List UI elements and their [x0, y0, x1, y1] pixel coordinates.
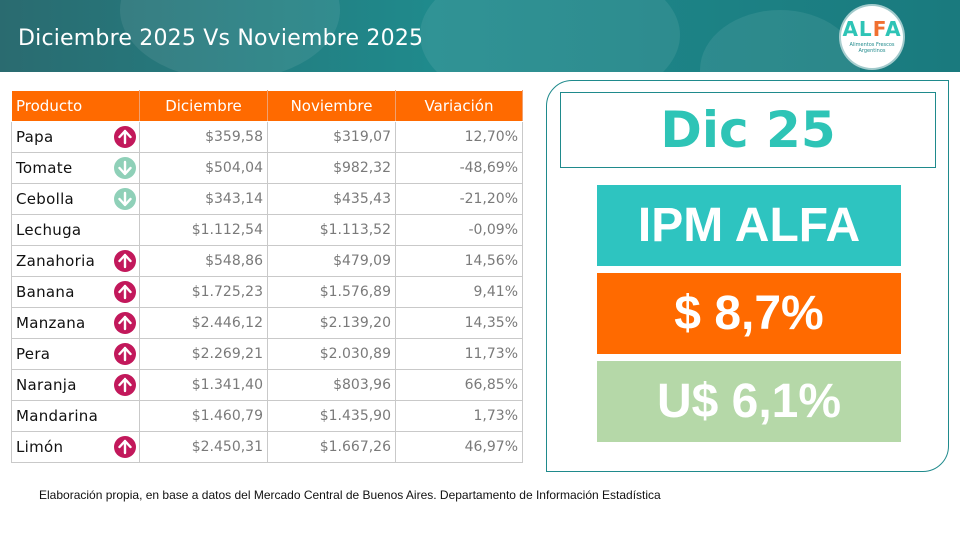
- arrow-up-circle-icon: [114, 436, 136, 458]
- diciembre-price-cell: $359,58: [139, 121, 268, 153]
- table-body: Papa $359,58 $319,07 12,70% Tomate $504,04 $98…: [11, 121, 523, 463]
- diciembre-price-cell: $1.460,79: [139, 400, 268, 432]
- table-row: Lechuga $1.112,54 $1.113,52 -0,09%: [11, 214, 523, 246]
- diciembre-price-cell: $1.725,23: [139, 276, 268, 308]
- variation-cell: 9,41%: [395, 276, 523, 308]
- table-header-row: Producto Diciembre Noviembre Variación: [11, 90, 523, 122]
- variation-cell: -48,69%: [395, 152, 523, 184]
- noviembre-price-cell: $2.030,89: [267, 338, 396, 370]
- column-header-diciembre: Diciembre: [139, 90, 268, 122]
- product-cell: Lechuga: [11, 214, 140, 246]
- product-name: Banana: [16, 283, 75, 301]
- table-row: Zanahoria $548,86 $479,09 14,56%: [11, 245, 523, 277]
- logo-subtitle: Alimentos Frescos Argentinos: [849, 42, 895, 54]
- arrow-up-circle-icon: [114, 281, 136, 303]
- product-cell: Tomate: [11, 152, 140, 184]
- diciembre-price-cell: $548,86: [139, 245, 268, 277]
- product-name: Pera: [16, 345, 51, 363]
- diciembre-price-cell: $343,14: [139, 183, 268, 215]
- noviembre-price-cell: $1.435,90: [267, 400, 396, 432]
- table-row: Limón $2.450,31 $1.667,26 46,97%: [11, 431, 523, 463]
- noviembre-price-cell: $1.113,52: [267, 214, 396, 246]
- arrow-up-circle-icon: [114, 126, 136, 148]
- logo-wordmark: ALFA: [842, 17, 902, 41]
- index-name-badge: IPM ALFA: [597, 185, 901, 266]
- header-decoration: [120, 0, 340, 72]
- variation-cell: 14,56%: [395, 245, 523, 277]
- table-row: Naranja $1.341,40 $803,96 66,85%: [11, 369, 523, 401]
- header-decoration: [420, 0, 680, 72]
- arrow-up-circle-icon: [114, 343, 136, 365]
- product-name: Naranja: [16, 376, 77, 394]
- product-cell: Limón: [11, 431, 140, 463]
- variation-cell: 66,85%: [395, 369, 523, 401]
- noviembre-price-cell: $2.139,20: [267, 307, 396, 339]
- product-name: Mandarina: [16, 407, 99, 425]
- column-header-product: Producto: [11, 90, 140, 122]
- arrow-up-circle-icon: [114, 374, 136, 396]
- product-name: Limón: [16, 438, 64, 456]
- noviembre-price-cell: $982,32: [267, 152, 396, 184]
- table-row: Pera $2.269,21 $2.030,89 11,73%: [11, 338, 523, 370]
- table-row: Banana $1.725,23 $1.576,89 9,41%: [11, 276, 523, 308]
- variation-cell: 46,97%: [395, 431, 523, 463]
- noviembre-price-cell: $1.576,89: [267, 276, 396, 308]
- arrow-down-circle-icon: [114, 188, 136, 210]
- price-table: Producto Diciembre Noviembre Variación P…: [11, 90, 523, 463]
- product-cell: Pera: [11, 338, 140, 370]
- variation-cell: 12,70%: [395, 121, 523, 153]
- variation-cell: -0,09%: [395, 214, 523, 246]
- product-name: Lechuga: [16, 221, 82, 239]
- alfa-logo: ALFA Alimentos Frescos Argentinos: [841, 6, 903, 68]
- usd-variation-badge: U$ 6,1%: [597, 361, 901, 442]
- product-name: Manzana: [16, 314, 86, 332]
- product-cell: Banana: [11, 276, 140, 308]
- pesos-variation-badge: $ 8,7%: [597, 273, 901, 354]
- diciembre-price-cell: $1.341,40: [139, 369, 268, 401]
- variation-cell: 14,35%: [395, 307, 523, 339]
- product-cell: Manzana: [11, 307, 140, 339]
- header-banner: Diciembre 2025 Vs Noviembre 2025 ALFA Al…: [0, 0, 960, 72]
- table-row: Manzana $2.446,12 $2.139,20 14,35%: [11, 307, 523, 339]
- source-footnote: Elaboración propia, en base a datos del …: [39, 488, 661, 502]
- noviembre-price-cell: $435,43: [267, 183, 396, 215]
- product-name: Zanahoria: [16, 252, 96, 270]
- product-cell: Naranja: [11, 369, 140, 401]
- column-header-variacion: Variación: [395, 90, 523, 122]
- table-row: Tomate $504,04 $982,32 -48,69%: [11, 152, 523, 184]
- header-decoration: [700, 10, 860, 72]
- page-title: Diciembre 2025 Vs Noviembre 2025: [18, 26, 424, 51]
- product-name: Papa: [16, 128, 54, 146]
- summary-panel: [546, 80, 949, 472]
- period-box: Dic 25: [560, 92, 936, 168]
- product-cell: Mandarina: [11, 400, 140, 432]
- arrow-up-circle-icon: [114, 312, 136, 334]
- noviembre-price-cell: $803,96: [267, 369, 396, 401]
- table-row: Papa $359,58 $319,07 12,70%: [11, 121, 523, 153]
- diciembre-price-cell: $504,04: [139, 152, 268, 184]
- product-cell: Papa: [11, 121, 140, 153]
- noviembre-price-cell: $319,07: [267, 121, 396, 153]
- noviembre-price-cell: $1.667,26: [267, 431, 396, 463]
- period-label: Dic 25: [660, 101, 836, 159]
- product-name: Cebolla: [16, 190, 75, 208]
- diciembre-price-cell: $1.112,54: [139, 214, 268, 246]
- arrow-down-circle-icon: [114, 157, 136, 179]
- product-name: Tomate: [16, 159, 73, 177]
- variation-cell: 11,73%: [395, 338, 523, 370]
- table-row: Cebolla $343,14 $435,43 -21,20%: [11, 183, 523, 215]
- diciembre-price-cell: $2.450,31: [139, 431, 268, 463]
- variation-cell: 1,73%: [395, 400, 523, 432]
- product-cell: Cebolla: [11, 183, 140, 215]
- noviembre-price-cell: $479,09: [267, 245, 396, 277]
- variation-cell: -21,20%: [395, 183, 523, 215]
- table-row: Mandarina $1.460,79 $1.435,90 1,73%: [11, 400, 523, 432]
- diciembre-price-cell: $2.269,21: [139, 338, 268, 370]
- product-cell: Zanahoria: [11, 245, 140, 277]
- column-header-noviembre: Noviembre: [267, 90, 396, 122]
- arrow-up-circle-icon: [114, 250, 136, 272]
- diciembre-price-cell: $2.446,12: [139, 307, 268, 339]
